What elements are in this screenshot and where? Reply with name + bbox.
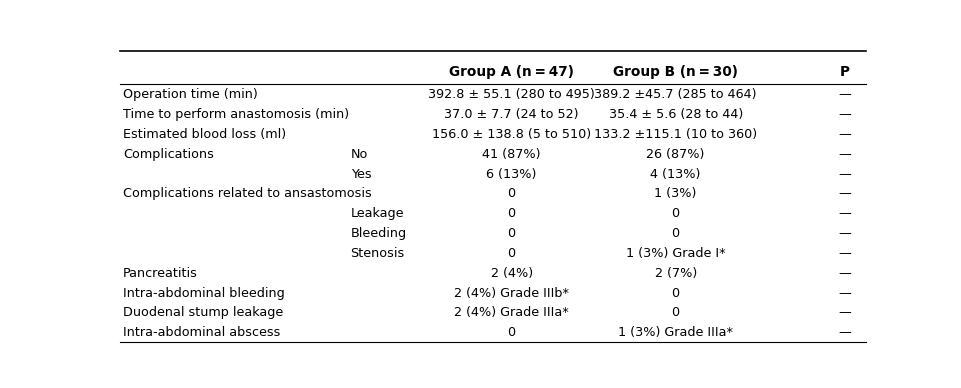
Text: —: — [838,227,850,240]
Text: 0: 0 [507,227,515,240]
Text: 392.8 ± 55.1 (280 to 495): 392.8 ± 55.1 (280 to 495) [428,88,595,101]
Text: —: — [838,148,850,161]
Text: 4 (13%): 4 (13%) [650,168,701,181]
Text: 0: 0 [507,326,515,340]
Text: —: — [838,267,850,280]
Text: 133.2 ±115.1 (10 to 360): 133.2 ±115.1 (10 to 360) [594,128,756,141]
Text: 389.2 ±45.7 (285 to 464): 389.2 ±45.7 (285 to 464) [594,88,756,101]
Text: Group A (n = 47): Group A (n = 47) [449,65,574,79]
Text: Stenosis: Stenosis [350,247,405,260]
Text: P: P [839,65,849,79]
Text: 41 (87%): 41 (87%) [481,148,540,161]
Text: 0: 0 [671,287,679,300]
Text: Duodenal stump leakage: Duodenal stump leakage [123,307,283,319]
Text: 0: 0 [671,227,679,240]
Text: —: — [838,287,850,300]
Text: 0: 0 [507,187,515,201]
Text: Pancreatitis: Pancreatitis [123,267,198,280]
Text: —: — [838,88,850,101]
Text: —: — [838,207,850,220]
Text: 2 (4%): 2 (4%) [490,267,532,280]
Text: Intra-abdominal bleeding: Intra-abdominal bleeding [123,287,284,300]
Text: 2 (4%) Grade IIIa*: 2 (4%) Grade IIIa* [454,307,569,319]
Text: Estimated blood loss (ml): Estimated blood loss (ml) [123,128,286,141]
Text: 26 (87%): 26 (87%) [646,148,704,161]
Text: 1 (3%): 1 (3%) [653,187,696,201]
Text: —: — [838,247,850,260]
Text: —: — [838,307,850,319]
Text: No: No [350,148,368,161]
Text: Intra-abdominal abscess: Intra-abdominal abscess [123,326,281,340]
Text: Operation time (min): Operation time (min) [123,88,258,101]
Text: Leakage: Leakage [350,207,404,220]
Text: —: — [838,187,850,201]
Text: 0: 0 [671,207,679,220]
Text: 0: 0 [507,247,515,260]
Text: Complications: Complications [123,148,214,161]
Text: Group B (n = 30): Group B (n = 30) [612,65,737,79]
Text: 2 (7%): 2 (7%) [653,267,696,280]
Text: Bleeding: Bleeding [350,227,407,240]
Text: —: — [838,326,850,340]
Text: 35.4 ± 5.6 (28 to 44): 35.4 ± 5.6 (28 to 44) [608,108,742,121]
Text: Time to perform anastomosis (min): Time to perform anastomosis (min) [123,108,349,121]
Text: —: — [838,128,850,141]
Text: 1 (3%) Grade I*: 1 (3%) Grade I* [626,247,725,260]
Text: 0: 0 [507,207,515,220]
Text: 1 (3%) Grade IIIa*: 1 (3%) Grade IIIa* [618,326,732,340]
Text: —: — [838,108,850,121]
Text: 0: 0 [671,307,679,319]
Text: Complications related to ansastomosis: Complications related to ansastomosis [123,187,372,201]
Text: 6 (13%): 6 (13%) [486,168,536,181]
Text: Yes: Yes [350,168,371,181]
Text: 2 (4%) Grade IIIb*: 2 (4%) Grade IIIb* [454,287,569,300]
Text: 37.0 ± 7.7 (24 to 52): 37.0 ± 7.7 (24 to 52) [444,108,579,121]
Text: —: — [838,168,850,181]
Text: 156.0 ± 138.8 (5 to 510): 156.0 ± 138.8 (5 to 510) [431,128,591,141]
